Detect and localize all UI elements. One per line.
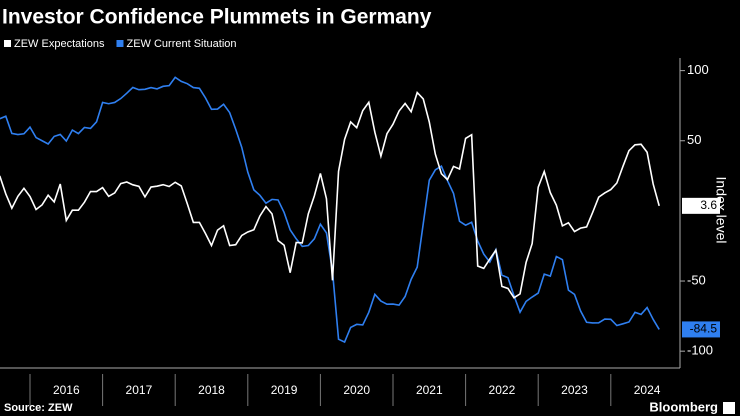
y-tick-label: 50 — [687, 132, 701, 147]
y-axis-label: Index level — [713, 177, 729, 244]
x-tick-label: 2023 — [561, 383, 588, 397]
x-tick-label: 2020 — [343, 383, 370, 397]
x-tick-label: 2019 — [271, 383, 298, 397]
y-tick-label: 100 — [687, 62, 709, 77]
legend-label: ZEW Expectations — [14, 38, 105, 50]
y-tick-label: -50 — [687, 272, 706, 287]
brand: Bloomberg — [649, 399, 718, 414]
brand-icon — [723, 402, 735, 414]
x-tick-label: 2022 — [489, 383, 516, 397]
series-line — [0, 90, 660, 299]
end-label-box — [682, 197, 720, 214]
x-tick-label: 2021 — [416, 383, 443, 397]
legend-label: ZEW Current Situation — [126, 38, 236, 50]
legend-swatch — [4, 40, 11, 47]
chart-title: Investor Confidence Plummets in Germany — [2, 6, 432, 29]
x-tick-label: 2024 — [634, 383, 661, 397]
source: Source: ZEW — [4, 402, 73, 414]
end-value-label: 3.6 — [700, 198, 717, 212]
x-tick-label: 2018 — [198, 383, 225, 397]
end-value-label: -84.5 — [690, 322, 718, 336]
y-tick-label: -100 — [687, 343, 713, 358]
x-tick-label: 2017 — [126, 383, 153, 397]
x-tick-label: 2016 — [53, 383, 80, 397]
legend-swatch — [116, 40, 124, 47]
end-label-box — [682, 321, 720, 338]
series-line — [0, 76, 660, 344]
